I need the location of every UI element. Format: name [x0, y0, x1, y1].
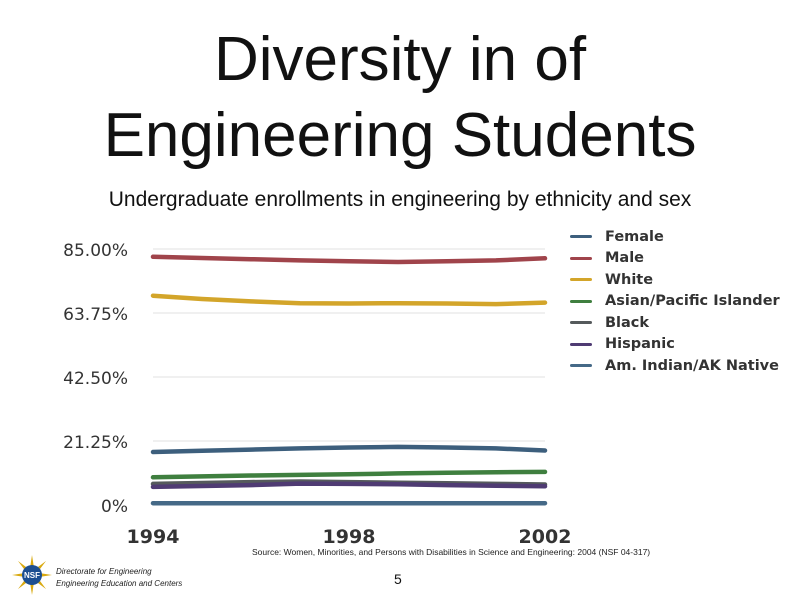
- footer-line-2: Engineering Education and Centers: [56, 579, 183, 588]
- chart-legend: Female Male White Asian/Pacific Islander Bla…: [570, 226, 795, 377]
- legend-item: White: [570, 269, 795, 291]
- slide-title: Diversity in of Engineering Students: [0, 22, 800, 174]
- legend-item: Male: [570, 248, 795, 270]
- legend-swatch: [570, 235, 592, 239]
- x-tick-label: 1998: [323, 526, 376, 548]
- legend-label: Am. Indian/AK Native: [605, 357, 779, 374]
- logo-text: NSF: [24, 571, 40, 580]
- legend-swatch: [570, 342, 592, 346]
- x-tick-label: 1994: [127, 526, 180, 548]
- legend-label: Female: [605, 228, 664, 245]
- legend-swatch: [570, 299, 592, 303]
- y-tick-label: 42.50%: [63, 369, 128, 389]
- series-line: [150, 444, 548, 455]
- legend-item: Asian/Pacific Islander: [570, 291, 795, 313]
- legend-label: Hispanic: [605, 336, 675, 353]
- x-tick-label: 2002: [519, 526, 572, 548]
- legend-swatch: [570, 278, 592, 282]
- footer-organization: Directorate for Engineering Engineering …: [56, 566, 182, 590]
- legend-label: White: [605, 271, 654, 288]
- source-note: Source: Women, Minorities, and Persons w…: [252, 547, 651, 557]
- legend-swatch: [570, 321, 592, 325]
- nsf-logo: NSF: [12, 555, 52, 595]
- page-number: 5: [394, 571, 402, 587]
- y-tick-label: 63.75%: [63, 305, 128, 325]
- legend-swatch: [570, 364, 592, 368]
- chart-title: Undergraduate enrollments in engineering…: [108, 188, 692, 211]
- legend-item: Female: [570, 226, 795, 248]
- series-line: [150, 293, 548, 307]
- series-line: [150, 254, 548, 265]
- footer-line-1: Directorate for Engineering: [56, 567, 152, 576]
- y-tick-label: 21.25%: [63, 433, 128, 453]
- y-tick-label: 0%: [101, 497, 128, 517]
- title-line-2: Engineering Students: [103, 101, 697, 170]
- legend-item: Am. Indian/AK Native: [570, 355, 795, 377]
- legend-item: Hispanic: [570, 334, 795, 356]
- legend-label: Male: [605, 250, 645, 267]
- legend-swatch: [570, 256, 592, 260]
- title-line-1: Diversity in of: [213, 25, 587, 94]
- legend-label: Asian/Pacific Islander: [605, 293, 780, 310]
- y-tick-label: 85.00%: [63, 241, 128, 261]
- legend-label: Black: [605, 314, 650, 331]
- series-line: [150, 469, 548, 480]
- legend-item: Black: [570, 312, 795, 334]
- series-line: [150, 481, 548, 490]
